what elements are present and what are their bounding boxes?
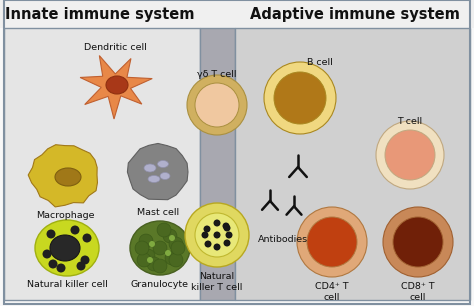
Circle shape [201, 232, 209, 238]
Polygon shape [28, 145, 98, 207]
Circle shape [153, 241, 167, 255]
Text: T cell: T cell [397, 117, 422, 126]
Circle shape [224, 225, 230, 232]
Bar [200, 28, 235, 300]
Circle shape [56, 263, 65, 273]
Text: γδ T cell: γδ T cell [197, 70, 237, 79]
Text: Natural killer cell: Natural killer cell [27, 280, 108, 289]
Circle shape [195, 83, 239, 127]
Circle shape [46, 230, 55, 238]
Text: Mast cell: Mast cell [137, 208, 179, 217]
Text: Antibodies: Antibodies [258, 235, 308, 244]
Circle shape [187, 75, 247, 135]
Text: Innate immune system: Innate immune system [5, 6, 195, 21]
Text: CD8⁺ T
cell: CD8⁺ T cell [401, 282, 435, 302]
Circle shape [213, 232, 220, 238]
Circle shape [147, 257, 161, 271]
Circle shape [157, 223, 171, 237]
Text: Macrophage: Macrophage [36, 211, 94, 220]
Circle shape [264, 62, 336, 134]
Text: Dendritic cell: Dendritic cell [83, 43, 146, 52]
Ellipse shape [55, 168, 81, 186]
Text: Natural
killer T cell: Natural killer T cell [191, 272, 243, 292]
Circle shape [169, 253, 183, 267]
Circle shape [149, 241, 155, 247]
Circle shape [226, 232, 233, 238]
Polygon shape [128, 144, 188, 200]
Circle shape [213, 219, 220, 226]
Circle shape [385, 130, 435, 180]
Circle shape [224, 240, 230, 247]
Ellipse shape [35, 220, 99, 276]
Circle shape [71, 226, 80, 234]
Text: CD4⁺ T
cell: CD4⁺ T cell [315, 282, 349, 302]
Circle shape [171, 241, 185, 255]
Circle shape [383, 207, 453, 277]
Circle shape [141, 249, 155, 263]
Circle shape [165, 251, 179, 265]
Bar [0, 0, 474, 28]
Circle shape [297, 207, 367, 277]
Circle shape [195, 213, 239, 257]
Circle shape [169, 235, 175, 241]
Text: Granulocyte: Granulocyte [131, 280, 189, 289]
Circle shape [203, 226, 210, 233]
Circle shape [76, 262, 85, 271]
Circle shape [169, 237, 183, 251]
Ellipse shape [130, 221, 190, 275]
Circle shape [82, 233, 91, 242]
Circle shape [213, 244, 220, 251]
Circle shape [204, 241, 211, 248]
Circle shape [185, 203, 249, 267]
Circle shape [274, 72, 326, 124]
Circle shape [147, 257, 153, 263]
Ellipse shape [157, 161, 168, 167]
Text: B cell: B cell [307, 58, 333, 67]
Circle shape [153, 259, 167, 273]
Circle shape [137, 253, 151, 267]
Ellipse shape [160, 173, 170, 180]
Ellipse shape [148, 176, 160, 182]
Circle shape [48, 259, 57, 268]
Circle shape [163, 229, 177, 243]
Bar [4, 28, 200, 300]
Circle shape [81, 256, 90, 264]
Circle shape [307, 217, 357, 267]
Ellipse shape [144, 164, 156, 172]
Bar [235, 28, 470, 300]
Circle shape [376, 121, 444, 189]
Circle shape [135, 241, 149, 255]
Circle shape [43, 249, 52, 259]
Circle shape [393, 217, 443, 267]
Circle shape [139, 234, 153, 248]
Polygon shape [80, 56, 152, 119]
Circle shape [222, 222, 229, 230]
Text: Adaptive immune system: Adaptive immune system [250, 6, 460, 21]
Ellipse shape [50, 235, 80, 261]
Ellipse shape [106, 76, 128, 94]
Circle shape [165, 250, 171, 256]
